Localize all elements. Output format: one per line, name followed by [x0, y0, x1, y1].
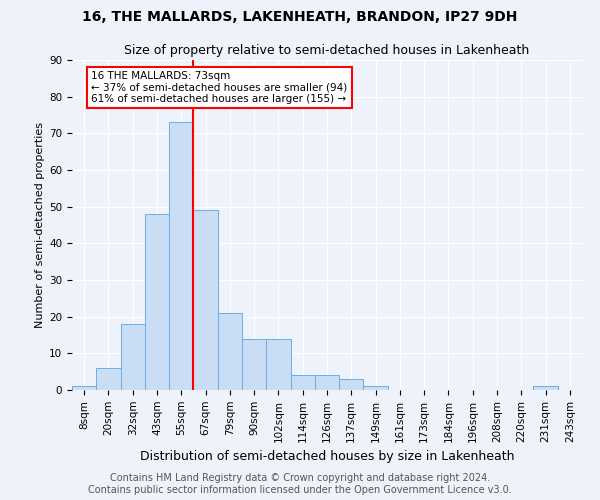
Bar — [72, 386, 96, 390]
Bar — [242, 338, 266, 390]
Bar — [364, 386, 388, 390]
Bar — [193, 210, 218, 390]
Bar — [266, 338, 290, 390]
Bar — [315, 376, 339, 390]
Bar — [169, 122, 193, 390]
Bar — [533, 386, 558, 390]
Y-axis label: Number of semi-detached properties: Number of semi-detached properties — [35, 122, 45, 328]
Bar — [290, 376, 315, 390]
Text: 16 THE MALLARDS: 73sqm
← 37% of semi-detached houses are smaller (94)
61% of sem: 16 THE MALLARDS: 73sqm ← 37% of semi-det… — [91, 71, 347, 104]
Bar — [121, 324, 145, 390]
Text: Contains HM Land Registry data © Crown copyright and database right 2024.
Contai: Contains HM Land Registry data © Crown c… — [88, 474, 512, 495]
Bar — [339, 379, 364, 390]
Bar — [218, 313, 242, 390]
X-axis label: Distribution of semi-detached houses by size in Lakenheath: Distribution of semi-detached houses by … — [140, 450, 514, 463]
Text: 16, THE MALLARDS, LAKENHEATH, BRANDON, IP27 9DH: 16, THE MALLARDS, LAKENHEATH, BRANDON, I… — [82, 10, 518, 24]
Title: Size of property relative to semi-detached houses in Lakenheath: Size of property relative to semi-detach… — [124, 44, 530, 58]
Bar — [145, 214, 169, 390]
Bar — [96, 368, 121, 390]
